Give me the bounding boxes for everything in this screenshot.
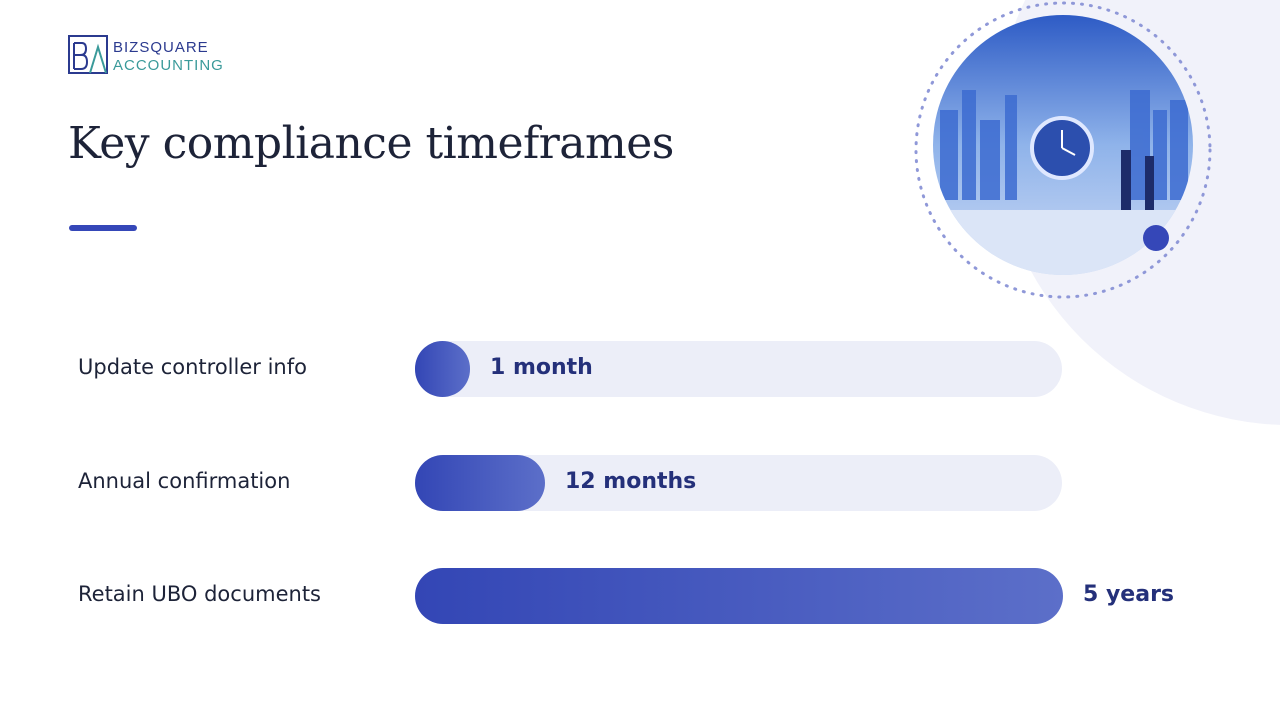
duration-label: 1 month [490, 355, 593, 380]
timeline-row: Update controller info 1 month [0, 341, 1280, 397]
timeline-row: Retain UBO documents 5 years [0, 568, 1280, 624]
title: Key compliance timeframes [68, 118, 674, 169]
duration-label: 5 years [1083, 582, 1175, 607]
logo-text: BIZSQUARE [113, 39, 209, 56]
bar-fill [415, 568, 1063, 624]
logo-mark [68, 35, 108, 74]
bar-fill [415, 455, 545, 511]
row-label: Update controller info [78, 355, 307, 379]
row-label: Annual confirmation [78, 469, 291, 493]
bar-track [415, 341, 1062, 397]
bar-fill [415, 341, 470, 397]
logo-text: ACCOUNTING [113, 57, 224, 74]
timeline-row: Annual confirmation 12 months [0, 455, 1280, 511]
duration-label: 12 months [565, 469, 697, 494]
title-underline [69, 225, 137, 231]
row-label: Retain UBO documents [78, 582, 321, 606]
